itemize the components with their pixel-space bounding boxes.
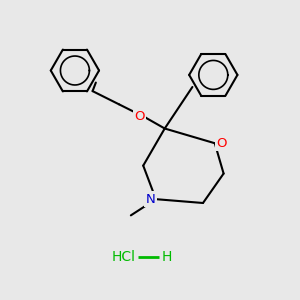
Text: O: O <box>216 137 226 150</box>
Text: H: H <box>162 250 172 265</box>
Text: HCl: HCl <box>111 250 135 265</box>
Text: O: O <box>134 110 144 123</box>
Text: N: N <box>146 193 155 206</box>
